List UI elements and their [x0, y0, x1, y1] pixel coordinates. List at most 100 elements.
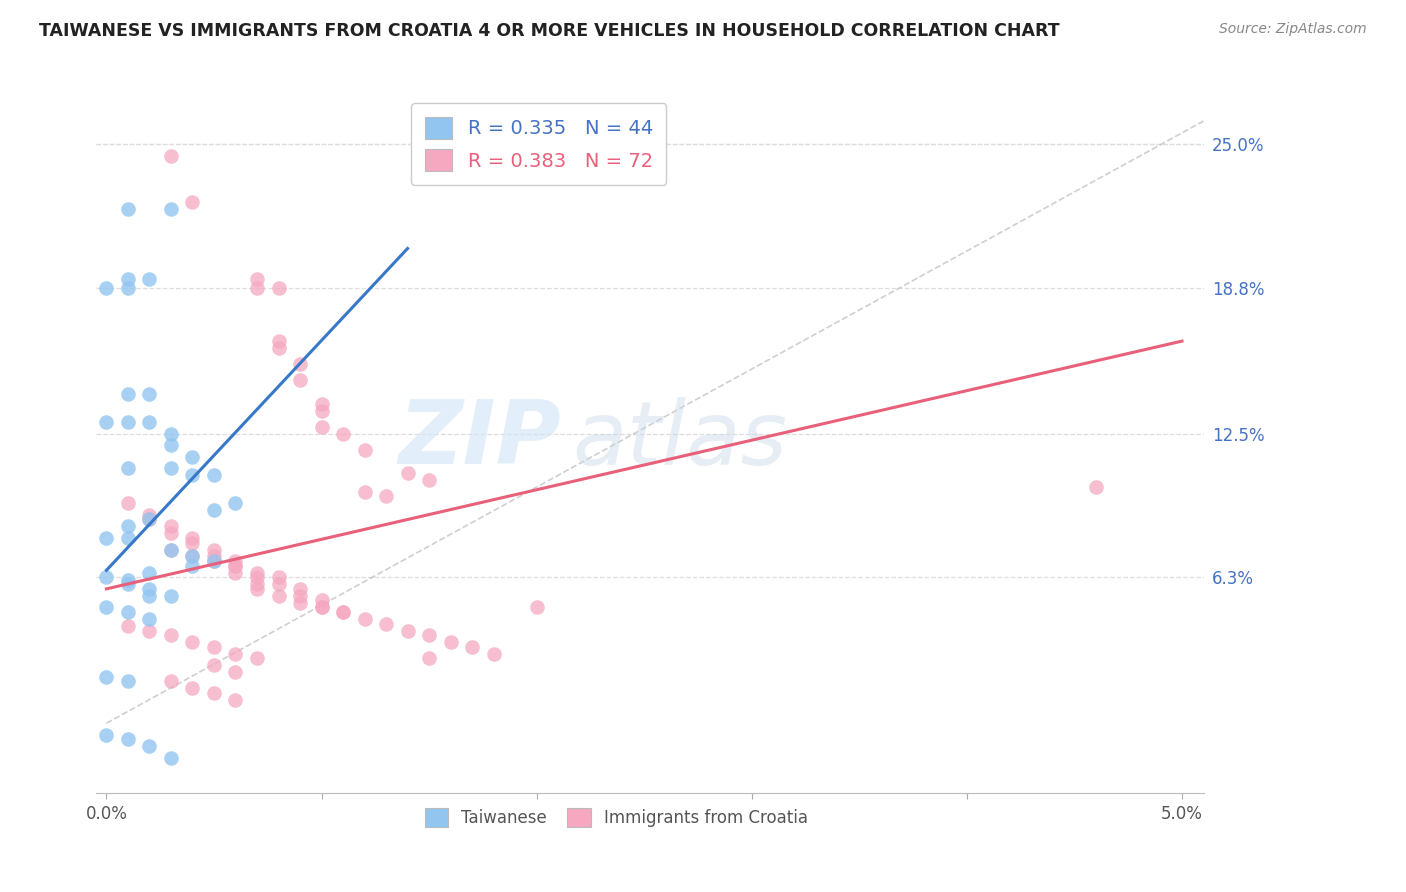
Point: [311, 396, 333, 410]
Point: [138, 566, 160, 580]
Point: [117, 496, 139, 510]
Point: [96, 670, 118, 684]
Point: [160, 628, 183, 642]
Point: [288, 374, 311, 388]
Point: [246, 577, 269, 591]
Point: [117, 202, 139, 216]
Point: [138, 387, 160, 401]
Point: [181, 558, 204, 573]
Point: [396, 466, 419, 480]
Point: [138, 582, 160, 596]
Text: ZIP: ZIP: [398, 396, 561, 483]
Point: [202, 658, 225, 673]
Point: [160, 542, 183, 557]
Point: [332, 605, 354, 619]
Point: [181, 535, 204, 549]
Point: [96, 281, 118, 295]
Point: [202, 554, 225, 568]
Point: [1084, 480, 1107, 494]
Point: [224, 558, 246, 573]
Point: [288, 596, 311, 610]
Point: [332, 605, 354, 619]
Point: [418, 473, 440, 487]
Point: [375, 489, 398, 503]
Point: [224, 665, 246, 680]
Point: [202, 503, 225, 517]
Point: [181, 195, 204, 210]
Point: [138, 739, 160, 754]
Point: [96, 570, 118, 584]
Point: [246, 582, 269, 596]
Point: [418, 628, 440, 642]
Point: [267, 589, 290, 603]
Text: atlas: atlas: [572, 397, 787, 483]
Point: [181, 531, 204, 545]
Point: [267, 570, 290, 584]
Point: [138, 271, 160, 285]
Point: [224, 496, 246, 510]
Point: [439, 635, 461, 649]
Point: [353, 484, 375, 499]
Point: [117, 519, 139, 533]
Point: [117, 281, 139, 295]
Point: [160, 202, 183, 216]
Point: [96, 600, 118, 615]
Point: [117, 387, 139, 401]
Point: [246, 570, 269, 584]
Point: [267, 334, 290, 348]
Point: [396, 624, 419, 638]
Point: [160, 674, 183, 689]
Point: [160, 149, 183, 163]
Text: Source: ZipAtlas.com: Source: ZipAtlas.com: [1219, 22, 1367, 37]
Point: [311, 600, 333, 615]
Point: [96, 415, 118, 429]
Point: [138, 415, 160, 429]
Point: [138, 612, 160, 626]
Point: [181, 549, 204, 564]
Point: [117, 619, 139, 633]
Point: [160, 526, 183, 541]
Point: [224, 566, 246, 580]
Point: [202, 542, 225, 557]
Point: [202, 640, 225, 654]
Point: [181, 549, 204, 564]
Point: [138, 589, 160, 603]
Point: [418, 651, 440, 665]
Point: [311, 593, 333, 607]
Point: [138, 508, 160, 522]
Point: [117, 461, 139, 475]
Point: [267, 577, 290, 591]
Point: [160, 426, 183, 441]
Point: [224, 693, 246, 707]
Point: [138, 512, 160, 526]
Point: [311, 600, 333, 615]
Point: [267, 341, 290, 355]
Point: [117, 732, 139, 747]
Point: [138, 512, 160, 526]
Point: [117, 531, 139, 545]
Point: [311, 403, 333, 417]
Point: [288, 589, 311, 603]
Point: [160, 519, 183, 533]
Point: [202, 554, 225, 568]
Point: [160, 542, 183, 557]
Point: [160, 438, 183, 452]
Point: [117, 577, 139, 591]
Point: [96, 728, 118, 742]
Point: [160, 751, 183, 765]
Point: [96, 531, 118, 545]
Point: [246, 271, 269, 285]
Point: [181, 450, 204, 464]
Point: [138, 624, 160, 638]
Legend: Taiwanese, Immigrants from Croatia: Taiwanese, Immigrants from Croatia: [418, 801, 814, 834]
Point: [202, 686, 225, 700]
Point: [461, 640, 484, 654]
Point: [375, 616, 398, 631]
Point: [526, 600, 548, 615]
Point: [202, 468, 225, 483]
Point: [267, 281, 290, 295]
Point: [246, 566, 269, 580]
Point: [117, 573, 139, 587]
Point: [224, 647, 246, 661]
Point: [288, 357, 311, 371]
